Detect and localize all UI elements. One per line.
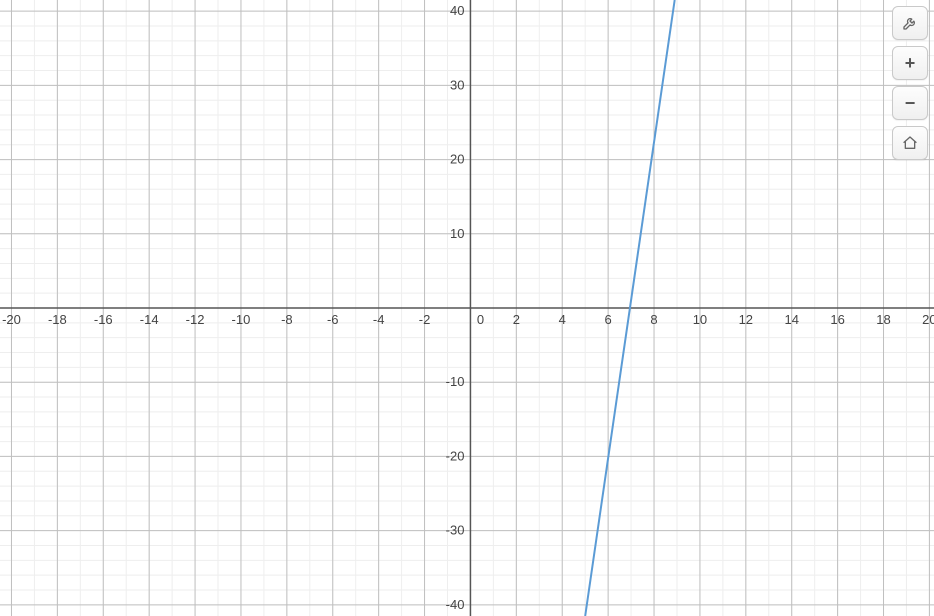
x-tick-label: -18: [48, 312, 67, 327]
origin-label: 0: [477, 312, 484, 327]
x-tick-label: -16: [94, 312, 113, 327]
settings-button[interactable]: [892, 6, 928, 40]
y-tick-label: 10: [450, 226, 464, 241]
y-tick-label: 40: [450, 3, 464, 18]
home-icon: [902, 135, 918, 151]
x-tick-label: -6: [327, 312, 339, 327]
x-tick-label: 16: [830, 312, 844, 327]
x-tick-label: -12: [186, 312, 205, 327]
x-tick-label: 8: [650, 312, 657, 327]
x-tick-label: -14: [140, 312, 159, 327]
plus-icon: +: [905, 53, 916, 74]
graph-container: -20-18-16-14-12-10-8-6-4-202468101214161…: [0, 0, 934, 616]
y-tick-label: -20: [446, 448, 465, 463]
x-tick-label: -8: [281, 312, 293, 327]
zoom-out-button[interactable]: −: [892, 86, 928, 120]
y-tick-label: -40: [446, 597, 465, 612]
y-tick-label: 30: [450, 77, 464, 92]
x-tick-label: -10: [232, 312, 251, 327]
zoom-in-button[interactable]: +: [892, 46, 928, 80]
graph-toolbar: + −: [892, 6, 928, 160]
x-tick-label: -2: [419, 312, 431, 327]
home-button[interactable]: [892, 126, 928, 160]
y-tick-label: 20: [450, 152, 464, 167]
x-tick-label: 12: [739, 312, 753, 327]
x-tick-label: -20: [2, 312, 21, 327]
wrench-icon: [902, 15, 918, 31]
x-tick-label: 2: [513, 312, 520, 327]
coordinate-plane[interactable]: -20-18-16-14-12-10-8-6-4-202468101214161…: [0, 0, 934, 616]
y-tick-label: -10: [446, 374, 465, 389]
minus-icon: −: [905, 93, 916, 114]
y-tick-label: -30: [446, 523, 465, 538]
x-tick-label: 6: [605, 312, 612, 327]
x-tick-label: -4: [373, 312, 385, 327]
x-tick-label: 20: [922, 312, 934, 327]
x-tick-label: 18: [876, 312, 890, 327]
x-tick-label: 10: [693, 312, 707, 327]
x-tick-label: 4: [559, 312, 566, 327]
x-tick-label: 14: [784, 312, 798, 327]
